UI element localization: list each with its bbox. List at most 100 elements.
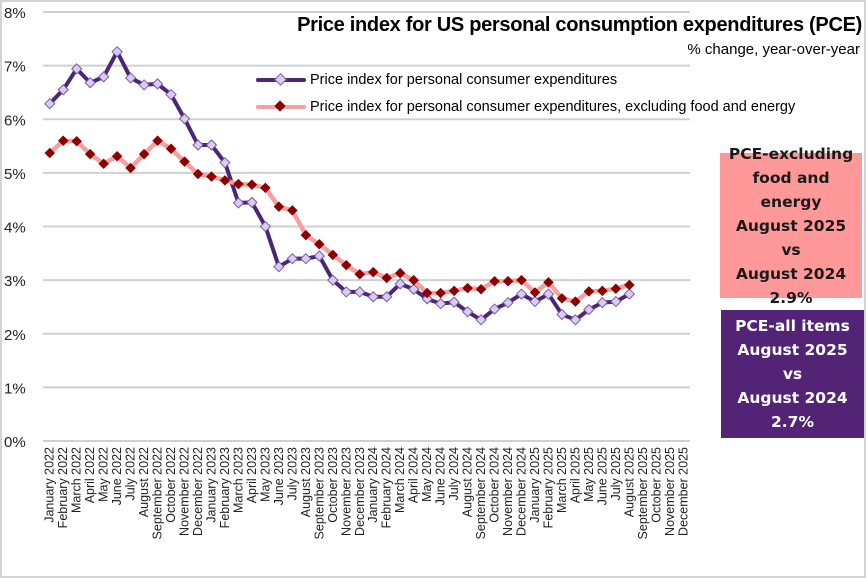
x-tick-label: February 2025 [541, 447, 555, 528]
data-point-core-pce [179, 156, 190, 167]
chart-title: Price index for US personal consumption … [297, 14, 862, 36]
data-point-core-pce [327, 249, 339, 261]
x-tick-label: August 2023 [299, 447, 313, 517]
callout-line: August 2025 [737, 341, 848, 359]
data-point-core-pce [300, 229, 312, 241]
callout-line: PCE-excluding [728, 144, 854, 163]
data-point-pce [300, 252, 312, 265]
x-tick-label: February 2024 [380, 447, 394, 528]
x-tick-label: April 2025 [568, 447, 582, 503]
data-point-core-pce [287, 205, 298, 216]
data-point-pce [448, 296, 460, 308]
data-point-core-pce [219, 175, 231, 186]
data-point-core-pce [421, 287, 433, 299]
x-tick-label: November 2022 [178, 447, 192, 536]
data-point-core-pce [475, 283, 487, 295]
data-point-core-pce [313, 238, 325, 250]
x-tick-label: January 2023 [204, 447, 218, 523]
x-tick-label: August 2024 [461, 447, 475, 517]
diamond-icon [274, 72, 287, 86]
data-point-pce [178, 113, 191, 125]
data-point-pce [273, 261, 285, 273]
callout-line: PCE-all items [735, 317, 850, 335]
data-point-pce [44, 97, 56, 110]
x-tick-label: June 2023 [272, 447, 286, 505]
data-point-core-pce [57, 135, 69, 147]
data-point-pce [421, 293, 433, 305]
y-tick-label: 0% [4, 434, 26, 451]
x-tick-label: November 2023 [339, 447, 353, 536]
legend-label-core-pce: Price index for personal consumer expend… [310, 98, 796, 115]
x-tick-label: April 2022 [83, 447, 97, 503]
data-point-core-pce [394, 267, 406, 279]
data-point-core-pce [448, 285, 460, 297]
data-point-core-pce [98, 158, 110, 170]
data-point-core-pce [138, 148, 150, 160]
data-point-pce [475, 314, 487, 326]
data-point-core-pce [597, 285, 608, 297]
x-tick-label: May 2023 [258, 447, 272, 502]
x-tick-label: September 2022 [151, 447, 165, 539]
data-point-pce [542, 288, 555, 300]
data-point-core-pce [408, 274, 420, 286]
series-markers [44, 45, 636, 326]
x-tick-label: July 2023 [285, 447, 299, 501]
data-point-pce [286, 252, 299, 265]
chart-subtitle: % change, year-over-year [687, 41, 860, 58]
data-point-core-pce [529, 287, 541, 298]
data-point-pce [488, 303, 501, 315]
x-tick-label: July 2022 [124, 447, 138, 501]
x-tick-label: March 2024 [393, 447, 407, 513]
callout-core-pce: PCE-excluding food and energy August 202… [720, 145, 862, 307]
x-tick-label: May 2025 [582, 447, 596, 502]
data-point-core-pce [462, 282, 473, 294]
data-point-core-pce [516, 274, 527, 286]
diamond-icon [274, 99, 286, 112]
callout-value: 2.7% [771, 413, 814, 431]
callout-line: August 2024 [737, 389, 848, 407]
data-point-core-pce [570, 296, 581, 307]
callout-line: vs [782, 365, 803, 383]
x-tick-label: February 2023 [218, 447, 232, 528]
x-tick-label: November 2025 [663, 447, 677, 536]
data-point-core-pce [340, 259, 352, 271]
data-point-pce [97, 71, 110, 83]
legend: Price index for personal consumer expend… [256, 66, 795, 120]
data-point-pce [165, 88, 177, 101]
x-tick-label: October 2025 [649, 447, 663, 523]
data-point-core-pce [583, 286, 595, 297]
data-point-core-pce [489, 275, 500, 287]
y-tick-label: 5% [4, 166, 26, 183]
x-tick-label: November 2024 [501, 447, 515, 536]
x-tick-label: May 2022 [97, 447, 111, 502]
data-point-core-pce [206, 171, 217, 182]
y-tick-label: 7% [4, 59, 26, 76]
data-point-pce [259, 220, 272, 233]
data-point-pce [313, 250, 326, 262]
data-point-pce [434, 298, 447, 310]
data-point-core-pce [260, 182, 271, 194]
data-point-pce [70, 63, 83, 75]
data-point-pce [556, 308, 568, 321]
x-tick-label: December 2025 [676, 447, 690, 536]
x-tick-label: June 2024 [434, 447, 448, 505]
data-point-pce [84, 77, 96, 89]
y-tick-label: 6% [4, 112, 26, 129]
x-tick-label: December 2023 [353, 447, 367, 536]
data-point-core-pce [354, 268, 366, 280]
gridlines [43, 11, 690, 442]
data-point-pce [529, 295, 541, 308]
series-line-core-pce [47, 138, 632, 304]
data-point-core-pce [165, 143, 177, 155]
x-tick-label: October 2022 [164, 447, 178, 523]
data-point-core-pce [435, 287, 446, 299]
data-point-pce [327, 274, 339, 286]
callout-all-pce: PCE-all items August 2025 vs August 2024… [721, 310, 864, 438]
data-point-pce [623, 288, 636, 300]
data-point-pce [246, 196, 258, 209]
data-point-pce [569, 314, 582, 326]
data-point-core-pce [233, 178, 244, 190]
legend-swatch-core-pce [256, 99, 306, 113]
legend-item-pce: Price index for personal consumer expend… [256, 66, 795, 93]
x-tick-label: May 2024 [420, 447, 434, 502]
